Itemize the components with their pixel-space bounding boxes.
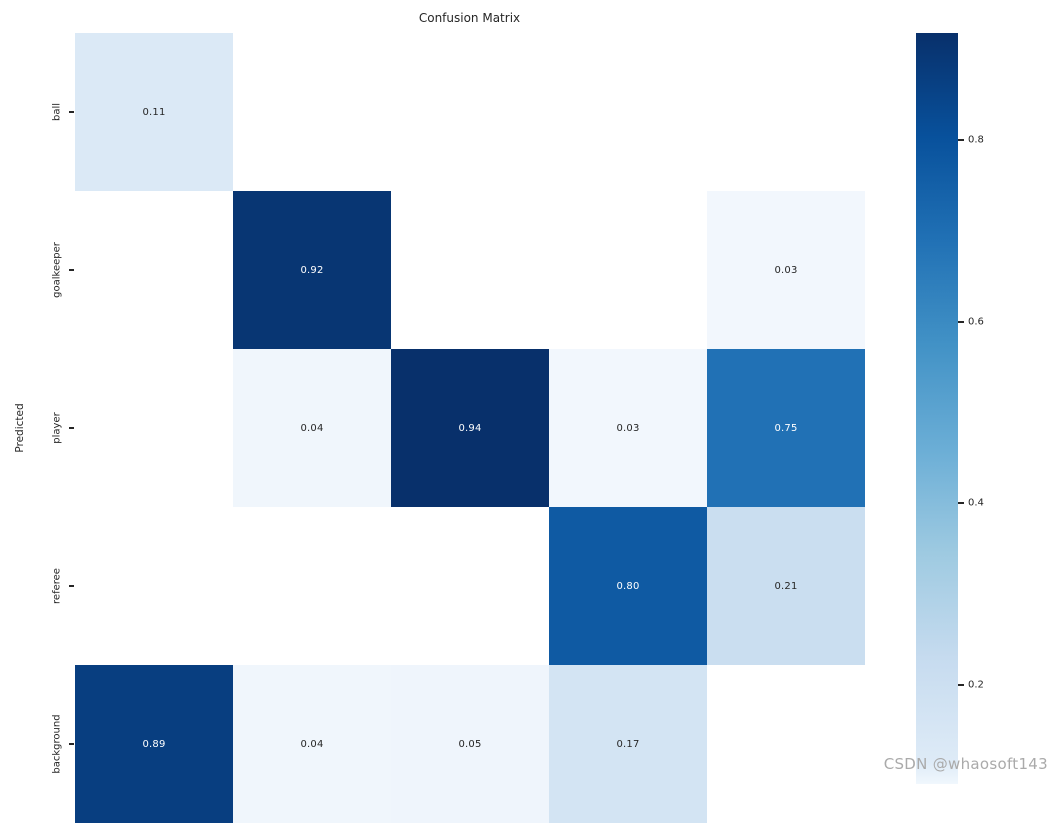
heatmap-cell [549, 33, 707, 191]
y-axis-label: Predicted [14, 403, 26, 453]
heatmap-cell [75, 349, 233, 507]
confusion-matrix-figure: Confusion Matrix Predicted 0.11 0.92 0.03 0… [14, 11, 1048, 823]
heatmap-cell [75, 191, 233, 349]
heatmap-cell: 0.75 [707, 349, 865, 507]
row-label-referee: referee [51, 568, 63, 604]
heatmap-cell: 0.89 [75, 665, 233, 823]
heatmap-cell [233, 507, 391, 665]
colorbar-tick-mark [958, 684, 964, 686]
row-label-player: player [51, 412, 63, 444]
heatmap-cell [549, 191, 707, 349]
heatmap-cell: 0.04 [233, 349, 391, 507]
y-axis-tick-mark [69, 585, 74, 587]
row-label-background: background [51, 714, 63, 774]
heatmap-cell: 0.94 [391, 349, 549, 507]
y-axis-tick-mark [69, 743, 74, 745]
heatmap-cell [75, 507, 233, 665]
heatmap-cell: 0.17 [549, 665, 707, 823]
heatmap-cell: 0.11 [75, 33, 233, 191]
heatmap-cell [707, 33, 865, 191]
heatmap-grid: 0.11 0.92 0.03 0.04 0.94 0.03 0.75 0.80 0.21 0.89… [75, 33, 865, 823]
watermark-text: CSDN @whaosoft143 [883, 755, 1048, 773]
heatmap-cell: 0.05 [391, 665, 549, 823]
colorbar-tick-mark [958, 321, 964, 323]
colorbar-tick-label: 0.4 [968, 497, 984, 509]
heatmap-cell: 0.92 [233, 191, 391, 349]
colorbar-tick-label: 0.8 [968, 134, 984, 146]
heatmap-cell [391, 33, 549, 191]
heatmap-cell [707, 665, 865, 823]
heatmap-cell: 0.04 [233, 665, 391, 823]
heatmap-cell: 0.03 [549, 349, 707, 507]
colorbar-tick-label: 0.2 [968, 679, 984, 691]
heatmap-cell [391, 191, 549, 349]
colorbar-tick-mark [958, 502, 964, 504]
heatmap-cell [391, 507, 549, 665]
chart-title: Confusion Matrix [418, 11, 521, 25]
heatmap-cell: 0.21 [707, 507, 865, 665]
y-axis-tick-mark [69, 111, 74, 113]
row-label-ball: ball [51, 102, 63, 122]
colorbar [916, 33, 958, 784]
heatmap-cell [233, 33, 391, 191]
y-axis-tick-mark [69, 269, 74, 271]
row-label-goalkeeper: goalkeeper [51, 242, 63, 298]
colorbar-tick-mark [958, 139, 964, 141]
heatmap-cell: 0.03 [707, 191, 865, 349]
heatmap-cell: 0.80 [549, 507, 707, 665]
colorbar-tick-label: 0.6 [968, 316, 984, 328]
y-axis-tick-mark [69, 427, 74, 429]
